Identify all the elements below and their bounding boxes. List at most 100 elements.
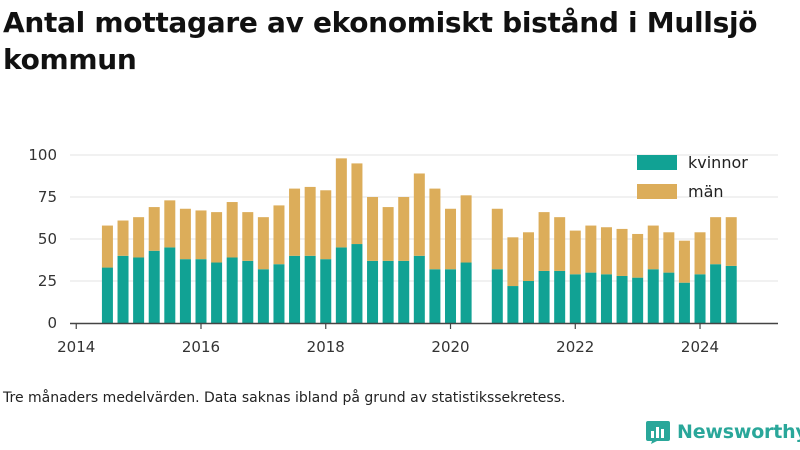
- bar-man: [600, 227, 612, 275]
- legend-swatch: [637, 155, 677, 170]
- y-tick-label: 0: [47, 314, 57, 332]
- bar-kvinnor: [632, 277, 644, 323]
- bar-kvinnor: [133, 257, 145, 323]
- bar-kvinnor: [678, 282, 690, 323]
- bar-man: [429, 188, 441, 270]
- bar-man: [507, 237, 519, 287]
- bar-man: [616, 228, 628, 276]
- bar-man: [101, 225, 113, 268]
- bar-man: [460, 195, 472, 263]
- bar-man: [585, 225, 597, 273]
- brand-logo: Newsworthy: [645, 419, 800, 445]
- bar-man: [351, 163, 363, 245]
- bar-man: [725, 217, 737, 266]
- bar-man: [367, 197, 379, 261]
- bar-chart-logo-icon: [646, 421, 670, 444]
- bar-man: [164, 200, 176, 248]
- bar-kvinnor: [538, 270, 550, 323]
- bar-man: [694, 232, 706, 275]
- legend-label: kvinnor: [688, 153, 748, 172]
- bar-man: [289, 188, 301, 256]
- bar-kvinnor: [491, 269, 503, 323]
- bar-kvinnor: [647, 269, 659, 323]
- bar-man: [398, 197, 410, 261]
- bar-man: [320, 190, 332, 260]
- bar-kvinnor: [117, 255, 129, 323]
- bar-man: [211, 212, 223, 263]
- bar-kvinnor: [600, 274, 612, 323]
- x-tick-label: 2020: [431, 338, 469, 356]
- y-tick-label: 75: [38, 188, 57, 206]
- bar-man: [117, 220, 129, 256]
- chart-caption: Tre månaders medelvärden. Data saknas ib…: [3, 390, 566, 406]
- bar-man: [632, 233, 644, 278]
- bar-man: [304, 186, 316, 256]
- bar-kvinnor: [148, 250, 160, 323]
- bar-kvinnor: [101, 267, 113, 323]
- bar-kvinnor: [195, 259, 207, 323]
- bar-man: [148, 207, 160, 251]
- bar-kvinnor: [694, 274, 706, 323]
- bar-man: [647, 225, 659, 270]
- bar-kvinnor: [460, 262, 472, 323]
- y-tick-label: 100: [28, 146, 57, 164]
- legend-label: män: [688, 182, 724, 201]
- bar-kvinnor: [507, 286, 519, 323]
- legend-swatch: [637, 184, 677, 199]
- bar-kvinnor: [304, 255, 316, 323]
- bar-man: [663, 232, 675, 273]
- bar-man: [538, 212, 550, 271]
- bars: [101, 158, 737, 323]
- bar-man: [413, 173, 425, 256]
- bar-man: [133, 217, 145, 258]
- bar-kvinnor: [413, 255, 425, 323]
- bar-kvinnor: [257, 269, 269, 323]
- bar-man: [195, 210, 207, 260]
- x-tick-label: 2024: [681, 338, 719, 356]
- bar-man: [242, 212, 254, 261]
- bar-man: [678, 240, 690, 283]
- bar-kvinnor: [320, 259, 332, 323]
- bar-kvinnor: [710, 264, 722, 323]
- x-tick-label: 2022: [556, 338, 594, 356]
- bar-man: [273, 205, 285, 265]
- bar-kvinnor: [554, 270, 566, 323]
- bar-kvinnor: [179, 259, 191, 323]
- bar-kvinnor: [226, 257, 238, 323]
- bar-kvinnor: [725, 265, 737, 323]
- bar-kvinnor: [445, 269, 457, 323]
- bar-kvinnor: [289, 255, 301, 323]
- bar-kvinnor: [616, 275, 628, 323]
- bar-kvinnor: [242, 260, 254, 323]
- bar-kvinnor: [585, 272, 597, 323]
- bar-man: [335, 158, 347, 248]
- bar-man: [382, 207, 394, 261]
- bar-man: [710, 217, 722, 265]
- y-tick-label: 50: [38, 230, 57, 248]
- x-tick-label: 2018: [307, 338, 345, 356]
- bar-kvinnor: [273, 264, 285, 323]
- bar-kvinnor: [569, 274, 581, 323]
- bar-kvinnor: [211, 262, 223, 323]
- bar-man: [491, 208, 503, 270]
- bar-man: [257, 217, 269, 270]
- bar-man: [554, 217, 566, 271]
- y-tick-label: 25: [38, 272, 57, 290]
- bar-kvinnor: [382, 260, 394, 323]
- bar-man: [179, 208, 191, 260]
- axes: 0 25 50 75 100 2014 2016 2018 2020 2022 2024: [28, 146, 778, 356]
- bar-kvinnor: [351, 244, 363, 323]
- legend: kvinnor män: [637, 153, 748, 201]
- chart-title: Antal mottagare av ekonomiskt bistånd i …: [3, 6, 758, 76]
- x-tick-label: 2016: [182, 338, 220, 356]
- bar-kvinnor: [398, 260, 410, 323]
- bar-kvinnor: [429, 269, 441, 323]
- bar-man: [445, 208, 457, 270]
- bar-kvinnor: [663, 272, 675, 323]
- bar-kvinnor: [164, 247, 176, 323]
- bar-man: [226, 202, 238, 258]
- bar-kvinnor: [335, 247, 347, 323]
- bar-man: [522, 232, 534, 281]
- bar-kvinnor: [367, 260, 379, 323]
